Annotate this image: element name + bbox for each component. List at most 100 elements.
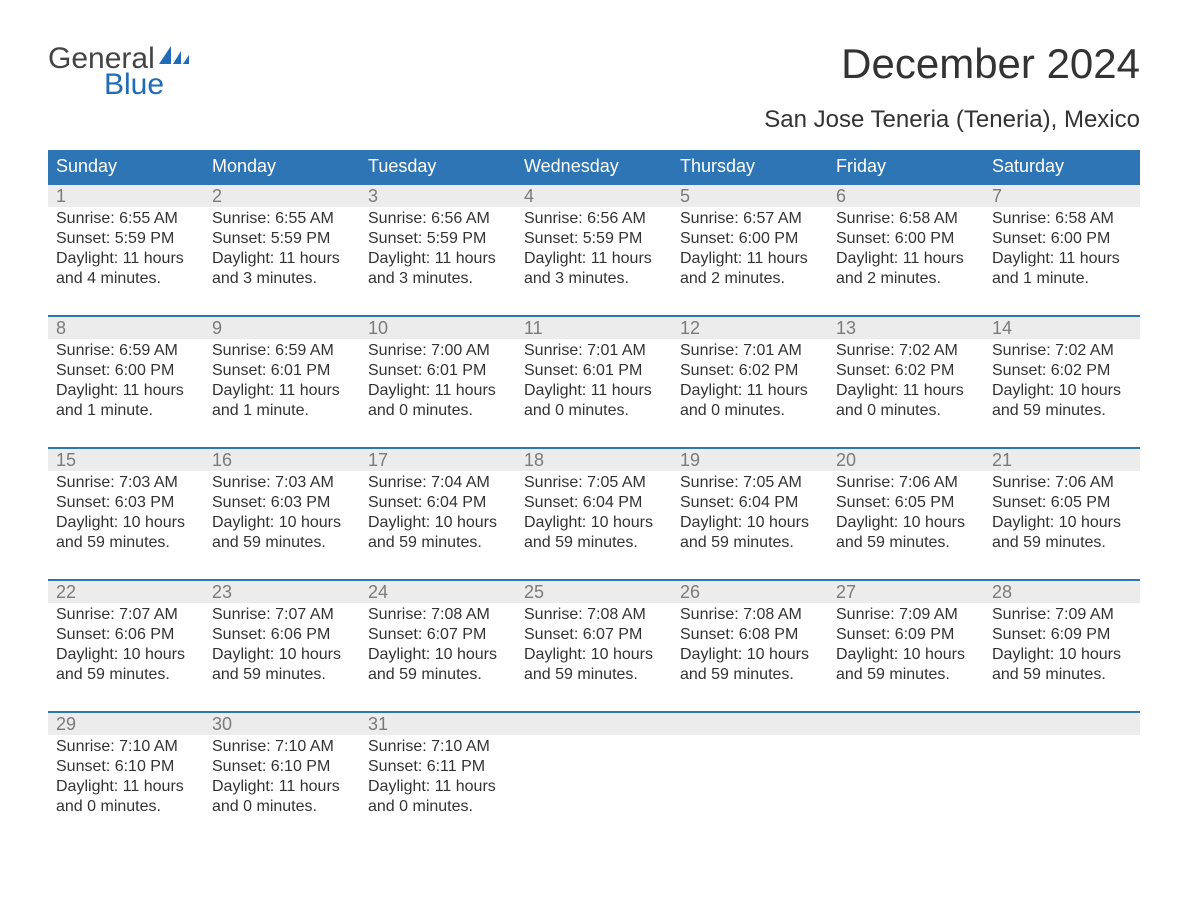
day-sunset-line: Sunset: 6:02 PM	[992, 361, 1132, 381]
day-sunset-line: Sunset: 6:01 PM	[368, 361, 508, 381]
day-cell: Sunrise: 7:08 AMSunset: 6:08 PMDaylight:…	[672, 603, 828, 699]
day-number	[672, 713, 828, 735]
day-d1-line: Daylight: 11 hours	[524, 381, 664, 401]
weekday-header: Thursday	[672, 150, 828, 183]
header: General Blue December 2024	[48, 40, 1140, 100]
weekday-header-row: SundayMondayTuesdayWednesdayThursdayFrid…	[48, 150, 1140, 183]
day-d2-line: and 4 minutes.	[56, 269, 196, 289]
day-d2-line: and 1 minute.	[212, 401, 352, 421]
day-sunrise-line: Sunrise: 7:03 AM	[212, 473, 352, 493]
day-d2-line: and 0 minutes.	[524, 401, 664, 421]
day-number: 8	[48, 317, 204, 339]
day-d1-line: Daylight: 11 hours	[212, 249, 352, 269]
day-d1-line: Daylight: 11 hours	[56, 249, 196, 269]
day-cell: Sunrise: 7:03 AMSunset: 6:03 PMDaylight:…	[48, 471, 204, 567]
day-number: 31	[360, 713, 516, 735]
day-d1-line: Daylight: 10 hours	[992, 381, 1132, 401]
day-sunrise-line: Sunrise: 6:58 AM	[836, 209, 976, 229]
week-block: 293031Sunrise: 7:10 AMSunset: 6:10 PMDay…	[48, 711, 1140, 831]
day-content-row: Sunrise: 7:10 AMSunset: 6:10 PMDaylight:…	[48, 735, 1140, 831]
day-cell: Sunrise: 7:02 AMSunset: 6:02 PMDaylight:…	[984, 339, 1140, 435]
day-sunset-line: Sunset: 6:02 PM	[836, 361, 976, 381]
day-cell: Sunrise: 6:58 AMSunset: 6:00 PMDaylight:…	[984, 207, 1140, 303]
day-number-row: 22232425262728	[48, 581, 1140, 603]
day-number: 27	[828, 581, 984, 603]
day-sunrise-line: Sunrise: 7:01 AM	[680, 341, 820, 361]
day-sunrise-line: Sunrise: 7:05 AM	[680, 473, 820, 493]
day-cell: Sunrise: 6:57 AMSunset: 6:00 PMDaylight:…	[672, 207, 828, 303]
weekday-header: Wednesday	[516, 150, 672, 183]
day-sunrise-line: Sunrise: 7:10 AM	[56, 737, 196, 757]
day-d2-line: and 59 minutes.	[992, 401, 1132, 421]
day-cell: Sunrise: 7:01 AMSunset: 6:02 PMDaylight:…	[672, 339, 828, 435]
day-cell: Sunrise: 7:09 AMSunset: 6:09 PMDaylight:…	[984, 603, 1140, 699]
day-number: 19	[672, 449, 828, 471]
day-content-row: Sunrise: 6:55 AMSunset: 5:59 PMDaylight:…	[48, 207, 1140, 303]
day-d1-line: Daylight: 11 hours	[368, 381, 508, 401]
day-cell: Sunrise: 7:03 AMSunset: 6:03 PMDaylight:…	[204, 471, 360, 567]
weekday-header: Sunday	[48, 150, 204, 183]
day-cell: Sunrise: 7:06 AMSunset: 6:05 PMDaylight:…	[828, 471, 984, 567]
day-cell: Sunrise: 6:59 AMSunset: 6:01 PMDaylight:…	[204, 339, 360, 435]
day-number: 5	[672, 185, 828, 207]
day-number: 15	[48, 449, 204, 471]
day-d1-line: Daylight: 10 hours	[56, 645, 196, 665]
day-sunset-line: Sunset: 6:08 PM	[680, 625, 820, 645]
day-d2-line: and 59 minutes.	[368, 665, 508, 685]
day-cell: Sunrise: 6:55 AMSunset: 5:59 PMDaylight:…	[48, 207, 204, 303]
day-sunset-line: Sunset: 6:00 PM	[836, 229, 976, 249]
day-d1-line: Daylight: 11 hours	[368, 777, 508, 797]
day-sunrise-line: Sunrise: 7:06 AM	[836, 473, 976, 493]
day-sunrise-line: Sunrise: 6:58 AM	[992, 209, 1132, 229]
day-sunrise-line: Sunrise: 7:10 AM	[368, 737, 508, 757]
day-sunrise-line: Sunrise: 7:07 AM	[212, 605, 352, 625]
day-sunrise-line: Sunrise: 7:01 AM	[524, 341, 664, 361]
day-number: 11	[516, 317, 672, 339]
day-sunset-line: Sunset: 6:06 PM	[212, 625, 352, 645]
day-sunrise-line: Sunrise: 7:00 AM	[368, 341, 508, 361]
day-number: 28	[984, 581, 1140, 603]
location-subtitle: San Jose Teneria (Teneria), Mexico	[48, 106, 1140, 134]
day-content-row: Sunrise: 7:03 AMSunset: 6:03 PM Daylight:…	[48, 471, 1140, 567]
day-d2-line: and 59 minutes.	[56, 533, 196, 553]
day-sunrise-line: Sunrise: 6:56 AM	[368, 209, 508, 229]
day-sunset-line: Sunset: 6:03 PM	[212, 493, 352, 513]
day-number: 20	[828, 449, 984, 471]
day-d1-line: Daylight: 10 hours	[212, 645, 352, 665]
day-number	[828, 713, 984, 735]
day-sunset-line: Sunset: 6:09 PM	[836, 625, 976, 645]
day-number: 21	[984, 449, 1140, 471]
day-sunrise-line: Sunrise: 7:02 AM	[992, 341, 1132, 361]
day-d1-line: Daylight: 10 hours	[680, 513, 820, 533]
day-sunrise-line: Sunrise: 7:10 AM	[212, 737, 352, 757]
day-cell: Sunrise: 7:04 AMSunset: 6:04 PMDaylight:…	[360, 471, 516, 567]
day-cell: Sunrise: 6:58 AMSunset: 6:00 PMDaylight:…	[828, 207, 984, 303]
day-sunset-line: Sunset: 6:05 PM	[836, 493, 976, 513]
day-d1-line: Daylight: 10 hours	[524, 645, 664, 665]
day-sunset-line: Sunset: 6:11 PM	[368, 757, 508, 777]
day-d2-line: and 0 minutes.	[56, 797, 196, 817]
day-sunset-line: Sunset: 6:06 PM	[56, 625, 196, 645]
day-content-row: Sunrise: 7:07 AMSunset: 6:06 PMDaylight:…	[48, 603, 1140, 699]
day-sunset-line: Sunset: 6:10 PM	[56, 757, 196, 777]
day-sunset-line: Sunset: 6:04 PM	[524, 493, 664, 513]
day-d2-line: and 3 minutes.	[212, 269, 352, 289]
day-sunset-line: Sunset: 6:00 PM	[56, 361, 196, 381]
day-sunrise-line: Sunrise: 7:09 AM	[992, 605, 1132, 625]
day-sunrise-line: Sunrise: 7:09 AM	[836, 605, 976, 625]
day-sunset-line: Sunset: 5:59 PM	[368, 229, 508, 249]
logo: General Blue	[48, 40, 197, 100]
day-sunset-line: Sunset: 6:04 PM	[368, 493, 508, 513]
day-number: 23	[204, 581, 360, 603]
day-cell: Sunrise: 7:07 AMSunset: 6:06 PMDaylight:…	[48, 603, 204, 699]
day-cell: Sunrise: 7:07 AMSunset: 6:06 PMDaylight:…	[204, 603, 360, 699]
day-number: 3	[360, 185, 516, 207]
day-number: 26	[672, 581, 828, 603]
day-d1-line: Daylight: 11 hours	[992, 249, 1132, 269]
day-number-row: 293031	[48, 713, 1140, 735]
day-d2-line: and 59 minutes.	[836, 533, 976, 553]
day-cell: Sunrise: 6:56 AMSunset: 5:59 PMDaylight:…	[516, 207, 672, 303]
day-d1-line: Daylight: 10 hours	[836, 513, 976, 533]
day-cell: Sunrise: 7:10 AMSunset: 6:10 PMDaylight:…	[204, 735, 360, 831]
day-number: 25	[516, 581, 672, 603]
